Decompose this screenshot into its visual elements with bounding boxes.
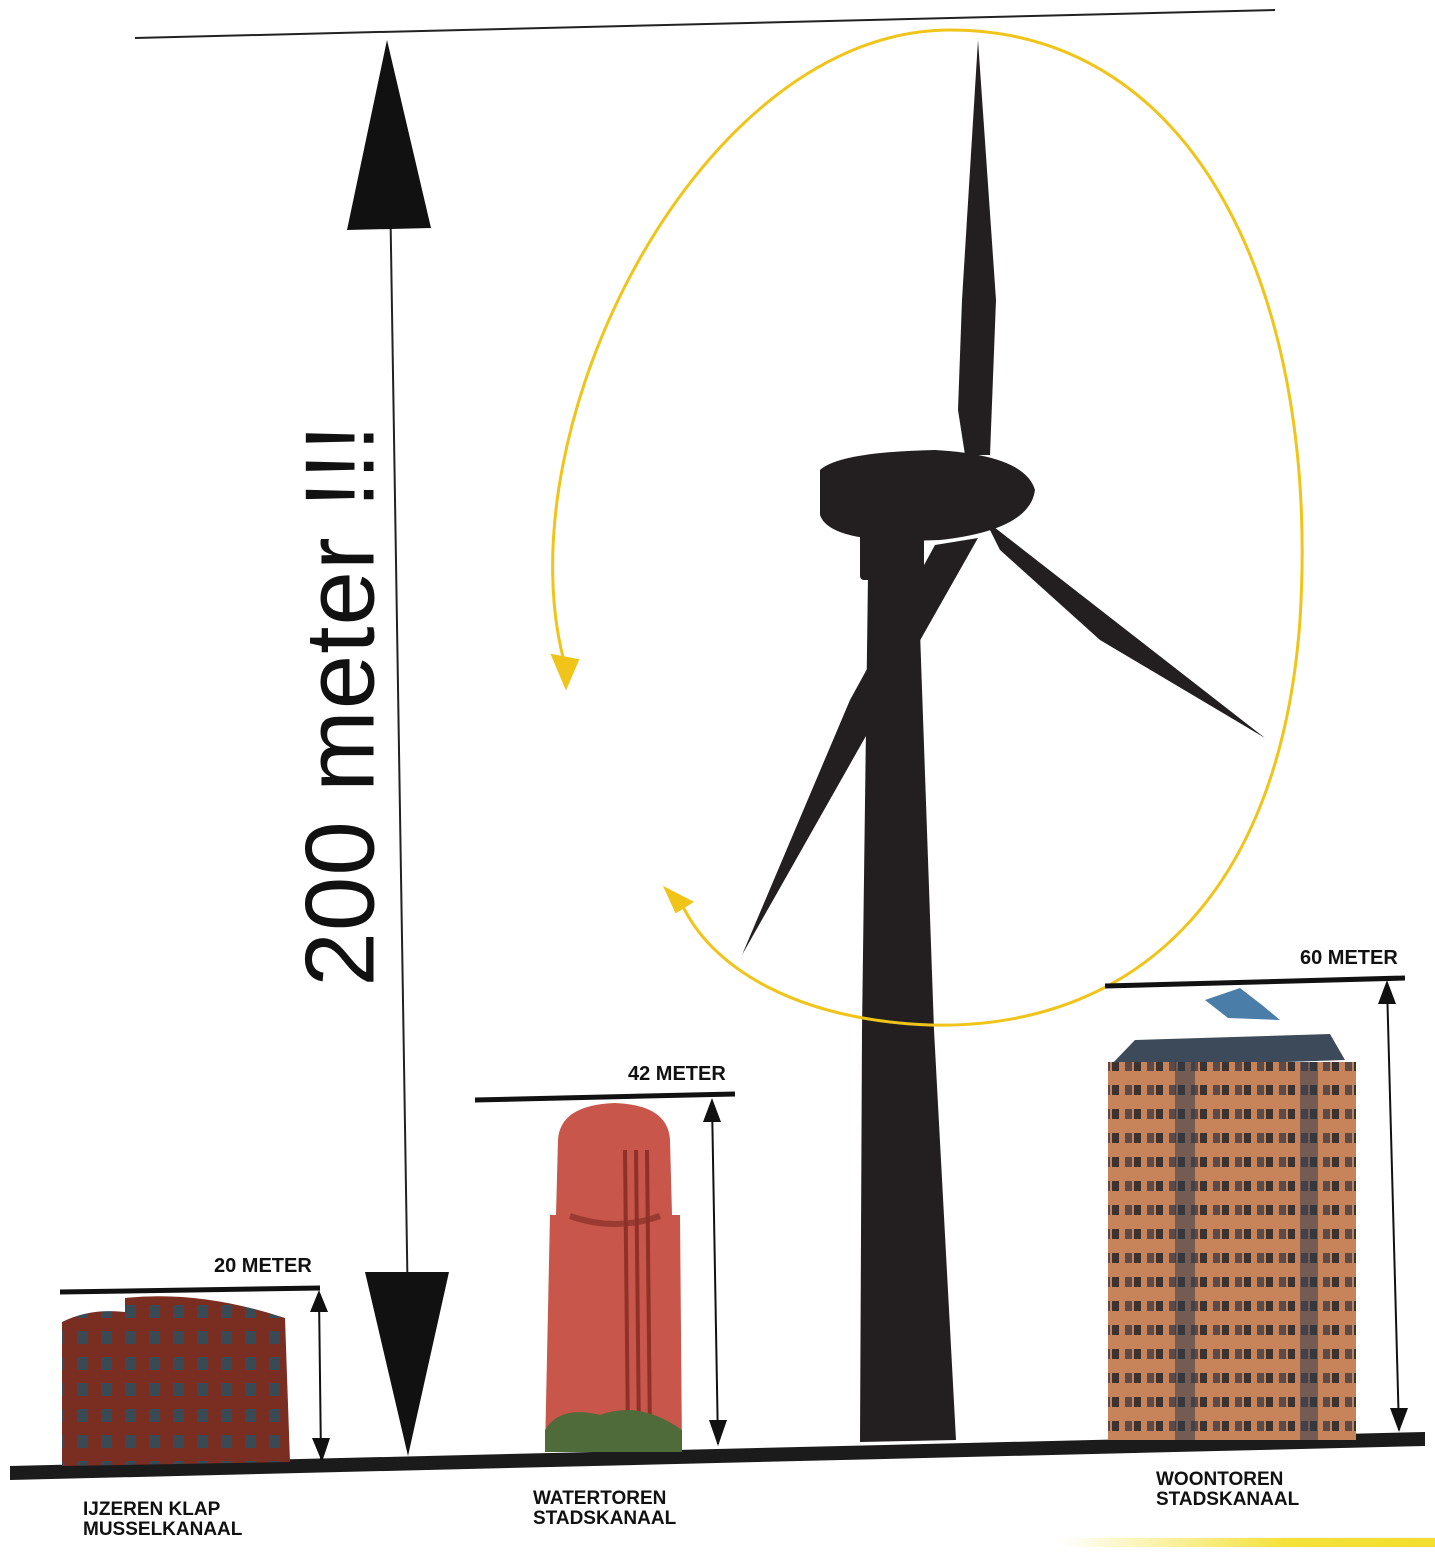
building-name-line1: IJZEREN KLAP [83, 1499, 221, 1520]
building-name-ijzeren-klap: IJZEREN KLAP MUSSELKANAAL [83, 1500, 242, 1540]
height-label-20m: 20 METER [214, 1255, 312, 1277]
building-name-line2: MUSSELKANAAL [83, 1518, 243, 1540]
height-label-42m: 42 METER [628, 1063, 726, 1085]
height-label-60m: 60 METER [1300, 947, 1398, 969]
building-name-line2: STADSKANAAL [1156, 1488, 1300, 1510]
rotation-arrow-icon [550, 28, 1304, 1027]
ground-line [10, 1432, 1425, 1480]
building-name-line1: WOONTOREN [1156, 1469, 1284, 1490]
building-name-line2: STADSKANAAL [533, 1507, 677, 1529]
water-tower-icon [474, 1091, 736, 1452]
headline-200-meter: 200 meter !!! [284, 423, 395, 987]
wind-turbine-icon [742, 40, 1265, 1442]
highrise-building-icon [1104, 975, 1408, 1440]
main-height-arrow [347, 40, 449, 1456]
building-name-woontoren: WOONTOREN STADSKANAAL [1156, 1470, 1299, 1510]
apartment-building-icon [59, 1285, 330, 1466]
top-reference-line [134, 9, 1276, 39]
yellow-accent-stripe [1060, 1538, 1435, 1547]
building-name-watertoren: WATERTOREN STADSKANAAL [533, 1489, 676, 1529]
building-name-line1: WATERTOREN [533, 1488, 667, 1509]
